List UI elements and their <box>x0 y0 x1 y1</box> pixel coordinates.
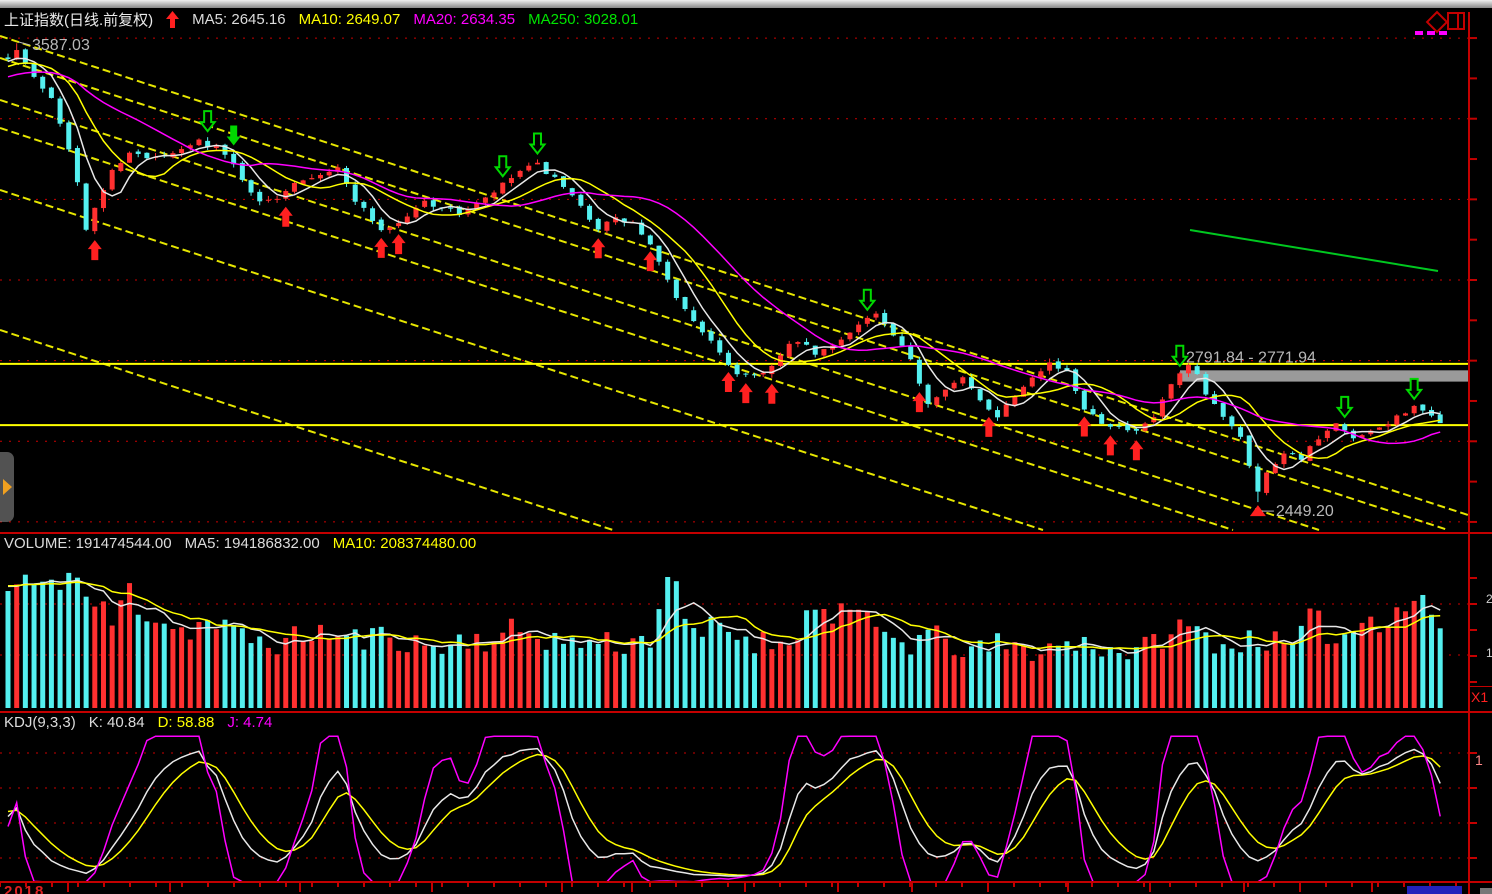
ma5-value-label: MA5: 2645.16 <box>192 10 286 28</box>
trend-channel-line <box>0 329 614 531</box>
pane-separator-main-volume <box>0 532 1492 534</box>
sell-arrow-icon <box>1335 395 1354 419</box>
buy-arrow-icon <box>721 372 736 393</box>
volume-value-label: VOLUME: 191474544.00 <box>4 535 172 552</box>
split-window-icon[interactable] <box>1447 12 1465 30</box>
period-scale-label[interactable]: X1 <box>1471 689 1489 705</box>
main-chart-header: 上证指数(日线.前复权) MA5: 2645.16 MA10: 2649.07 … <box>4 9 638 29</box>
buy-arrow-icon <box>391 234 406 255</box>
volume-ma5-label: MA5: 194186832.00 <box>184 535 320 552</box>
buy-arrow-icon <box>278 206 293 227</box>
sell-arrow-icon <box>226 125 241 146</box>
volume-bars-group <box>5 572 1443 708</box>
sell-arrow-icon <box>858 288 877 312</box>
volume-ma10-line <box>7 581 1441 650</box>
volume-axis-partial-label-2: 1 <box>1486 646 1492 660</box>
kdj-axis-partial-label: 1 <box>1475 752 1483 768</box>
kdj-j-line <box>7 735 1441 882</box>
ma20-line <box>7 71 1441 445</box>
buy-arrow-icon <box>1103 435 1118 456</box>
kdj-name-label: KDJ(9,3,3) <box>4 714 76 731</box>
split-window-icon-divider <box>1457 14 1459 28</box>
sell-arrow-icon <box>1405 377 1424 401</box>
buy-arrow-icon <box>374 237 389 258</box>
corner-resize-area <box>1480 888 1492 894</box>
buy-arrow-icon <box>1077 416 1092 437</box>
kdj-k-line <box>7 747 1441 877</box>
buy-arrow-icon <box>643 251 658 272</box>
ma250-value-label: MA250: 3028.01 <box>528 10 639 28</box>
buy-arrow-icon <box>912 392 927 413</box>
pane-separator-volume-kdj <box>0 711 1492 713</box>
low-marker-triangle <box>1249 505 1266 517</box>
scrollbar-thumb[interactable] <box>1407 886 1462 894</box>
sell-arrow-icon <box>1170 344 1189 368</box>
buy-arrow-icon <box>1129 440 1144 461</box>
x1-box-line <box>1468 686 1492 687</box>
kdj-d-line <box>7 753 1441 876</box>
volume-ma10-label: MA10: 208374480.00 <box>332 535 477 552</box>
panel-expand-tab[interactable] <box>0 452 14 522</box>
buy-arrow-icon <box>87 240 102 261</box>
buy-arrow-icon <box>591 238 606 259</box>
ma250-line <box>1189 229 1439 272</box>
trend-channel-line <box>0 35 1469 516</box>
ma20-value-label: MA20: 2634.35 <box>413 10 516 28</box>
ma10-value-label: MA10: 2649.07 <box>298 10 401 28</box>
trend-channel-line <box>0 57 1449 531</box>
trend-channel-line <box>0 99 1320 531</box>
sell-arrow-icon <box>198 110 217 133</box>
window-titlebar <box>0 0 1492 8</box>
date-partial-label: 2018 <box>4 883 46 894</box>
volume-chart[interactable] <box>0 534 1492 712</box>
right-axis-border <box>1468 12 1470 894</box>
sell-arrow-icon <box>528 132 547 156</box>
price-up-arrow-icon <box>166 10 180 28</box>
sell-arrow-icon <box>493 155 512 178</box>
buy-arrow-icon <box>981 416 996 437</box>
date-axis-ticks <box>0 883 1457 892</box>
gap-zone-bar <box>1180 370 1468 382</box>
volume-header: VOLUME: 191474544.00 MA5: 194186832.00 M… <box>4 535 476 552</box>
volume-axis-partial-label-1: 2 <box>1486 592 1492 606</box>
kdj-header: KDJ(9,3,3) K: 40.84 D: 58.88 J: 4.74 <box>4 714 272 731</box>
ma5-line <box>7 57 1441 471</box>
buy-arrow-icon <box>764 383 779 404</box>
peak-price-label: 3587.03 <box>32 37 90 54</box>
stock-title: 上证指数(日线.前复权) <box>4 11 154 29</box>
low-price-label: 2449.20 <box>1276 503 1334 520</box>
buy-arrow-icon <box>738 383 753 404</box>
trend-channel-line <box>0 189 1044 531</box>
date-axis-line <box>0 881 1492 883</box>
ma10-line <box>7 62 1441 460</box>
trend-channel-line <box>0 127 1234 531</box>
kdj-j-label: J: 4.74 <box>227 714 273 731</box>
main-price-chart[interactable]: 2449.20 3587.03 2791.84 - 2771.94 <box>0 28 1492 532</box>
kdj-d-label: D: 58.88 <box>157 714 215 731</box>
kdj-k-label: K: 40.84 <box>88 714 145 731</box>
expand-arrow-icon <box>3 479 12 495</box>
magenta-dash-indicator <box>1415 31 1447 35</box>
kdj-chart[interactable] <box>0 713 1492 882</box>
gap-range-label: 2791.84 - 2771.94 <box>1186 349 1316 366</box>
